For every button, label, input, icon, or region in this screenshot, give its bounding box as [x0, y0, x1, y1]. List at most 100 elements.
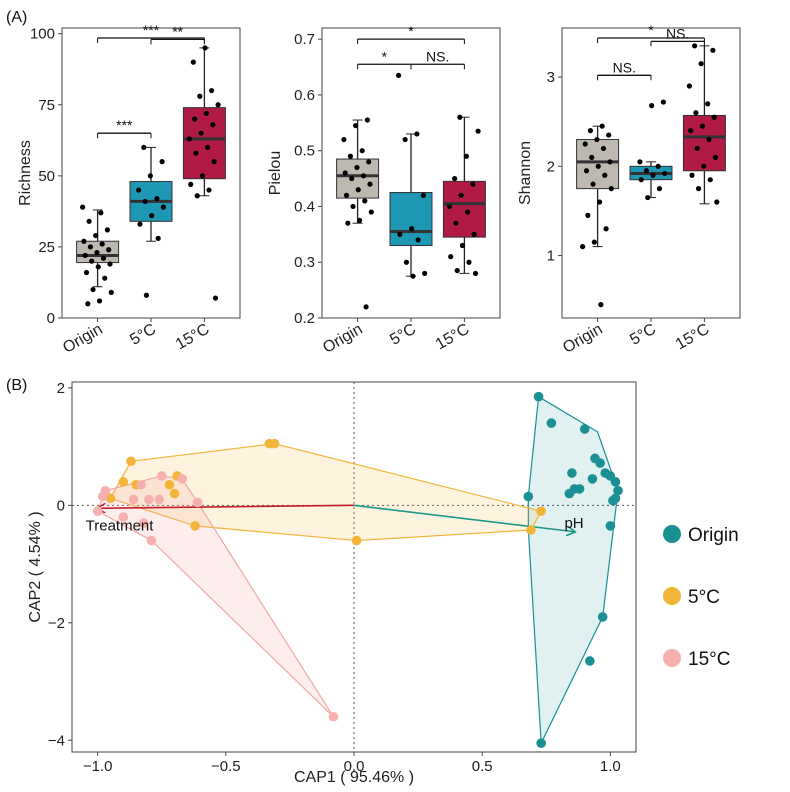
data-point	[409, 226, 415, 232]
data-point	[93, 232, 99, 239]
data-point	[583, 168, 590, 174]
data-point	[143, 292, 150, 298]
data-point	[710, 47, 716, 53]
significance-bracket: ***	[97, 117, 152, 139]
legend-swatch-5°C	[663, 587, 681, 605]
data-point	[414, 131, 420, 137]
vector-label-treatment: Treatment	[86, 517, 155, 534]
point-Origin	[605, 521, 616, 531]
significance-label: ***	[143, 22, 160, 38]
data-point	[594, 136, 600, 143]
data-point	[422, 270, 428, 276]
data-point	[580, 244, 586, 250]
data-point	[104, 227, 110, 233]
y-tick-label: 0.2	[294, 310, 315, 327]
point-Origin	[536, 738, 546, 748]
data-point	[154, 195, 160, 202]
vector-arrow-ph	[353, 504, 574, 531]
data-point	[356, 217, 363, 224]
x-tick-label: Origin	[320, 321, 365, 357]
data-point	[446, 203, 452, 210]
boxplot-pielou: 0.2 0.3 0.4 0.5 0.6 0.7 Pielou Origin 5°C 15°C * * N…	[267, 23, 501, 357]
point-Origin	[579, 424, 590, 434]
data-point	[599, 123, 605, 129]
data-point	[607, 159, 613, 165]
data-point	[188, 181, 194, 187]
data-point	[587, 128, 594, 134]
data-point	[107, 261, 113, 267]
significance-bracket: NS.	[410, 48, 465, 70]
data-point	[99, 241, 105, 247]
data-point	[367, 181, 373, 187]
data-point	[80, 204, 86, 210]
y-axis-label: CAP2 ( 4.54% )	[27, 511, 44, 622]
data-point	[415, 237, 421, 243]
y-axis-label: Shannon	[517, 141, 534, 205]
data-point	[475, 128, 481, 134]
point-15°C	[138, 518, 149, 528]
data-point	[192, 116, 198, 122]
x-tick-label: 5°C	[387, 321, 419, 349]
data-point	[705, 101, 711, 107]
point-15°C	[146, 535, 157, 546]
data-point	[688, 128, 694, 134]
data-point	[208, 87, 215, 94]
data-point	[699, 123, 706, 129]
significance-label: NS.	[613, 59, 636, 75]
y-axis-label: Richness	[17, 140, 34, 206]
data-point	[364, 117, 370, 123]
data-point	[349, 175, 355, 182]
data-point	[197, 93, 203, 99]
data-point	[206, 187, 212, 193]
data-point	[454, 267, 460, 274]
y-tick-label: 75	[38, 97, 55, 114]
data-point	[86, 218, 92, 224]
point-15°C	[144, 494, 154, 505]
data-point	[137, 221, 143, 227]
legend-label: 5°C	[688, 587, 720, 608]
data-point	[215, 102, 221, 108]
data-point	[94, 250, 100, 256]
significance-label: *	[382, 48, 388, 64]
x-tick-label: 0.5	[472, 758, 493, 775]
y-tick-label: 0.5	[294, 143, 315, 160]
data-point	[205, 144, 211, 151]
box-5°C	[629, 99, 673, 201]
data-point	[695, 186, 702, 192]
data-point	[470, 181, 476, 187]
point-5°C	[536, 506, 546, 517]
data-point	[155, 235, 161, 241]
data-point	[366, 159, 372, 165]
data-point	[459, 242, 466, 249]
data-point	[353, 122, 359, 129]
box-Origin	[576, 123, 620, 308]
legend-swatch-15°C	[663, 649, 681, 667]
data-point	[448, 254, 454, 260]
y-tick-label: 0.4	[294, 198, 315, 215]
data-point	[410, 273, 416, 279]
data-point	[598, 302, 604, 308]
significance-bracket: ***	[97, 22, 205, 43]
point-15°C	[92, 506, 103, 517]
data-point	[210, 122, 216, 128]
data-point	[193, 150, 199, 156]
data-point	[100, 255, 107, 261]
data-point	[141, 144, 147, 151]
box	[389, 192, 433, 246]
point-Origin	[567, 468, 577, 478]
data-point	[693, 110, 699, 116]
data-point	[345, 220, 351, 226]
hull-Origin	[527, 395, 619, 746]
data-point	[108, 289, 114, 296]
significance-bracket: NS.	[650, 25, 705, 47]
y-tick-label: 0	[57, 497, 65, 514]
box-15°C	[442, 114, 486, 276]
point-5°C	[526, 525, 536, 535]
point-Origin	[523, 491, 534, 502]
data-point	[465, 209, 471, 215]
data-point	[90, 286, 96, 293]
data-point	[211, 159, 217, 165]
data-point	[585, 212, 591, 218]
data-point	[98, 210, 104, 216]
